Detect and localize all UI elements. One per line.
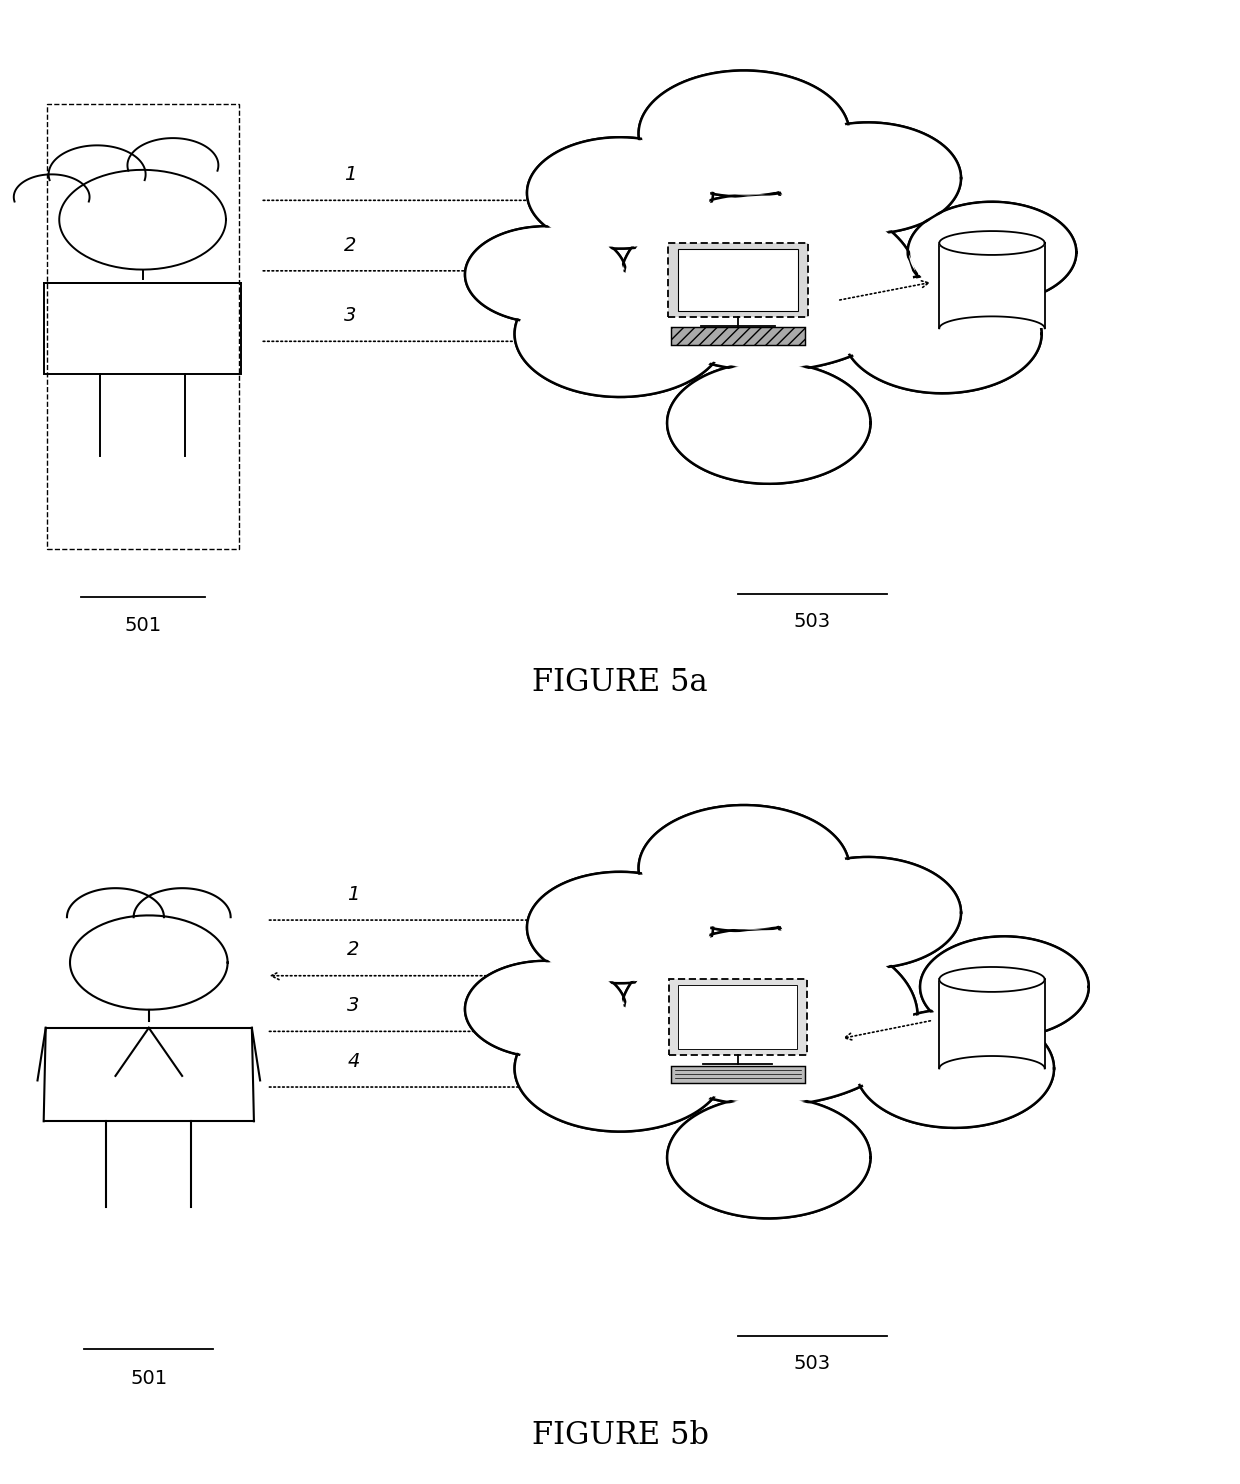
Circle shape: [777, 125, 959, 232]
Circle shape: [667, 1097, 870, 1218]
Text: 503: 503: [794, 1353, 831, 1373]
Bar: [671, 328, 805, 346]
Text: 3: 3: [345, 306, 356, 325]
Text: 501: 501: [124, 616, 161, 635]
Circle shape: [667, 362, 870, 484]
Circle shape: [625, 196, 913, 368]
Circle shape: [670, 1098, 868, 1217]
Circle shape: [856, 1009, 1054, 1128]
Text: 1: 1: [347, 884, 360, 904]
Circle shape: [465, 962, 626, 1057]
Circle shape: [620, 928, 918, 1106]
Circle shape: [910, 203, 1074, 301]
Bar: [940, 979, 1044, 1068]
Bar: [45, 283, 241, 374]
Circle shape: [529, 874, 711, 981]
Text: 3: 3: [347, 996, 360, 1015]
Text: 2: 2: [345, 236, 356, 254]
Bar: [668, 979, 807, 1055]
Circle shape: [670, 364, 868, 482]
Text: FIGURE 5a: FIGURE 5a: [532, 668, 708, 697]
Circle shape: [465, 226, 626, 322]
Bar: [671, 1066, 805, 1083]
Text: 503: 503: [794, 611, 831, 631]
Text: 2: 2: [347, 941, 360, 959]
Bar: [678, 985, 797, 1049]
Circle shape: [625, 930, 913, 1103]
Circle shape: [639, 804, 849, 932]
Bar: [940, 243, 1044, 328]
Bar: [668, 243, 807, 316]
Circle shape: [527, 871, 713, 982]
Circle shape: [846, 276, 1039, 392]
Polygon shape: [940, 232, 1044, 255]
Circle shape: [518, 1008, 722, 1129]
Circle shape: [777, 859, 959, 966]
Bar: [47, 104, 239, 549]
Text: 1: 1: [345, 165, 356, 184]
Circle shape: [515, 272, 725, 396]
Circle shape: [529, 139, 711, 246]
Circle shape: [923, 938, 1086, 1036]
Circle shape: [775, 856, 961, 968]
Circle shape: [843, 275, 1042, 393]
Circle shape: [642, 73, 846, 194]
Text: 4: 4: [347, 1052, 360, 1071]
Circle shape: [467, 227, 624, 322]
Circle shape: [908, 202, 1076, 303]
Polygon shape: [940, 968, 1044, 991]
Text: 501: 501: [130, 1368, 167, 1388]
Circle shape: [515, 1006, 725, 1131]
Circle shape: [639, 70, 849, 196]
Circle shape: [642, 807, 846, 929]
Circle shape: [920, 936, 1089, 1037]
Circle shape: [527, 137, 713, 249]
Circle shape: [620, 193, 918, 371]
Circle shape: [467, 962, 624, 1057]
Circle shape: [775, 122, 961, 233]
Text: FIGURE 5b: FIGURE 5b: [532, 1420, 708, 1451]
Circle shape: [518, 273, 722, 395]
Bar: [678, 249, 797, 310]
Circle shape: [858, 1011, 1052, 1126]
